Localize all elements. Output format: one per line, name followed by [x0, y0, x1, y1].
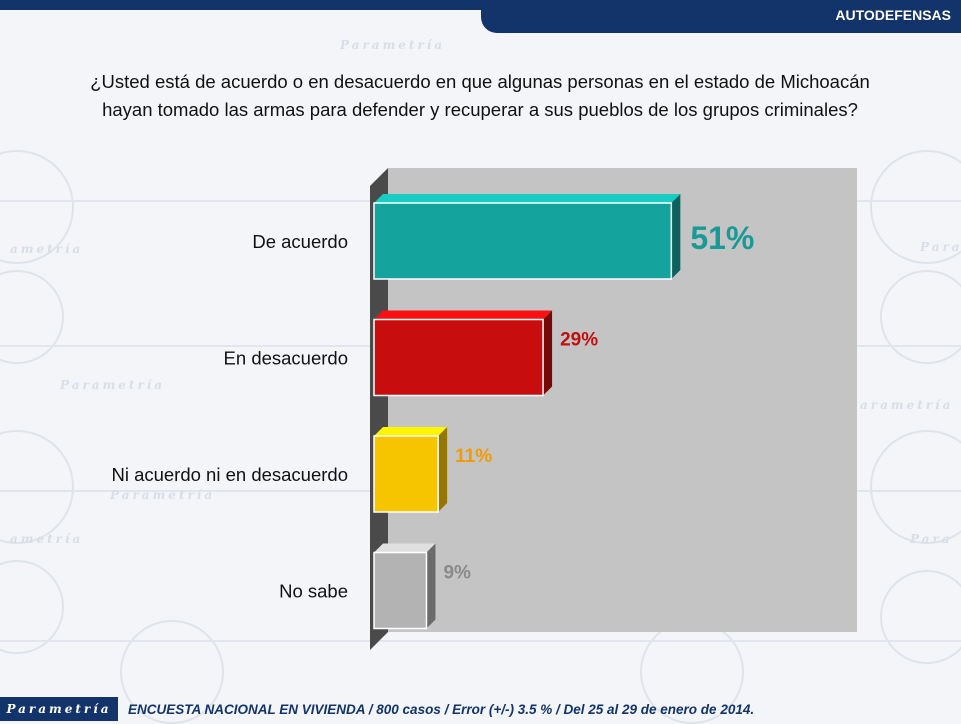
survey-footnote: ENCUESTA NACIONAL EN VIVIENDA / 800 caso…	[128, 702, 755, 717]
plot-area	[388, 168, 857, 632]
bar-3	[373, 427, 448, 513]
bar-top-face	[374, 543, 436, 553]
header-bar	[0, 0, 961, 10]
value-label: 11%	[455, 446, 492, 467]
survey-question: ¿Usted está de acuerdo o en desacuerdo e…	[40, 68, 920, 124]
bar-side-face	[438, 427, 448, 512]
section-title: AUTODEFENSAS	[835, 7, 951, 23]
category-label: De acuerdo	[252, 231, 348, 252]
bar-side-face	[543, 310, 553, 396]
bar-side-face	[671, 194, 681, 279]
bar-front-face	[373, 551, 428, 630]
bar-top-face	[374, 427, 448, 436]
category-label: No sabe	[279, 581, 348, 602]
bar-front-face	[373, 202, 673, 280]
plot-left-wall	[370, 168, 388, 650]
value-label: 29%	[560, 330, 598, 351]
bar-1	[373, 194, 681, 280]
bar-front-face	[373, 318, 544, 397]
bar-top-face	[374, 310, 553, 320]
value-label: 9%	[443, 563, 471, 584]
parametria-logo: Parametría	[0, 697, 118, 721]
section-title-tab: AUTODEFENSAS	[481, 0, 961, 33]
question-line-2: hayan tomado las armas para defender y r…	[102, 99, 858, 120]
bar-4	[373, 543, 436, 630]
bar-top-face	[374, 194, 681, 203]
bar-front-face	[373, 435, 439, 513]
question-line-1: ¿Usted está de acuerdo o en desacuerdo e…	[90, 71, 870, 92]
category-label: En desacuerdo	[224, 348, 348, 369]
bar-2	[373, 310, 553, 397]
value-label: 51%	[690, 220, 754, 256]
category-label: Ni acuerdo ni en desacuerdo	[111, 464, 348, 485]
bar-side-face	[426, 543, 436, 629]
